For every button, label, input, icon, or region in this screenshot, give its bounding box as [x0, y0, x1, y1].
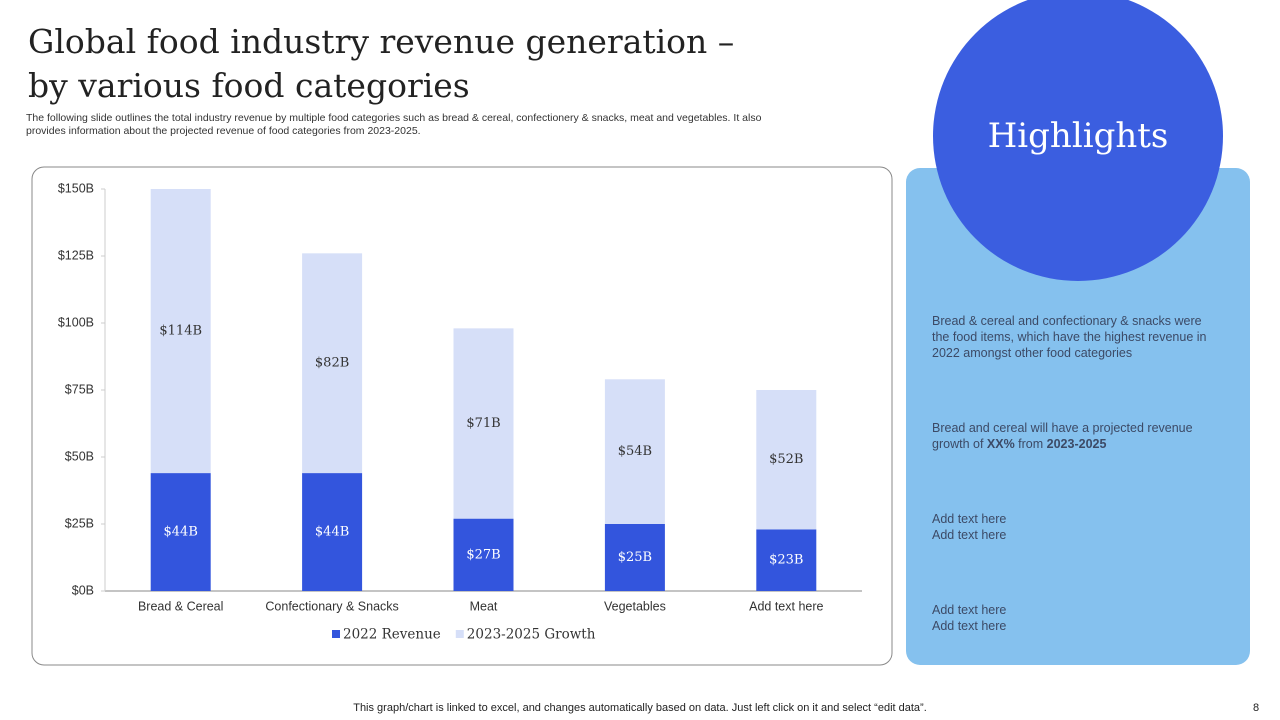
- value-label: $82B: [315, 356, 349, 371]
- highlight-text: Bread & cereal and confectionary & snack…: [932, 314, 1207, 360]
- highlights-title: Highlights: [988, 116, 1169, 156]
- x-tick-label: Vegetables: [604, 599, 666, 613]
- legend-label: 2022 Revenue: [343, 627, 441, 643]
- bar-segment: [150, 473, 211, 591]
- bar-segment: [302, 473, 363, 591]
- y-tick-label: $125B: [58, 248, 94, 262]
- bar-segment: [604, 379, 665, 524]
- bar-segment: [302, 253, 363, 474]
- highlights-circle: [933, 0, 1223, 281]
- value-label: $114B: [159, 324, 202, 339]
- legend-label: 2023-2025 Growth: [467, 627, 596, 643]
- x-tick-label: Add text here: [749, 599, 823, 613]
- highlight-text: Add text here: [932, 512, 1007, 526]
- bar-segment: [453, 518, 514, 591]
- bar-segment: [453, 328, 514, 519]
- bars: [150, 189, 817, 591]
- value-label: $52B: [769, 452, 803, 467]
- highlight-text: Add text here: [932, 528, 1007, 542]
- x-tick-label: Confectionary & Snacks: [265, 599, 398, 613]
- subtitle: The following slide outlines the total i…: [26, 112, 762, 137]
- x-tick-label: Bread & Cereal: [138, 599, 223, 613]
- value-label: $27B: [466, 547, 500, 562]
- title: Global food industry revenue generation …: [28, 20, 734, 108]
- bar-segment: [756, 529, 817, 591]
- value-label: $54B: [618, 444, 652, 459]
- highlight-emphasis: 2023-2025: [1046, 437, 1107, 451]
- highlight-point: Bread & cereal and confectionary & snack…: [932, 313, 1222, 361]
- title-line: by various food categories: [28, 66, 470, 105]
- highlight-emphasis: XX%: [986, 437, 1015, 451]
- bar-segment: [604, 524, 665, 591]
- value-label: $23B: [769, 553, 803, 568]
- footer-note: This graph/chart is linked to excel, and…: [353, 702, 927, 714]
- highlight-point: Add text here Add text here: [932, 511, 1222, 543]
- highlight-text: Add text here: [932, 603, 1007, 617]
- highlight-text: Bread and cereal will have a projected r…: [932, 421, 1193, 451]
- y-tick-label: $50B: [65, 449, 94, 463]
- title-line: Global food industry revenue generation …: [28, 22, 735, 61]
- value-label: $71B: [466, 416, 500, 431]
- highlight-text: from: [1014, 437, 1047, 451]
- page-number: 8: [1253, 702, 1260, 714]
- bar-segment: [756, 390, 817, 530]
- highlight-text: Add text here: [932, 619, 1007, 633]
- y-tick-label: $75B: [65, 382, 94, 396]
- highlight-point: Add text here Add text here: [932, 602, 1222, 634]
- value-label: $44B: [164, 525, 198, 540]
- y-tick-label: $25B: [65, 516, 94, 530]
- legend-swatch: [455, 630, 464, 638]
- highlights-panel: [906, 168, 1250, 665]
- legend-swatch: [332, 630, 340, 638]
- highlight-point: Bread and cereal will have a projected r…: [932, 420, 1222, 452]
- x-tick-label: Meat: [470, 599, 498, 613]
- value-label: $25B: [618, 550, 652, 565]
- y-tick-label: $150B: [58, 181, 94, 195]
- y-tick-label: $100B: [58, 315, 94, 329]
- value-label: $44B: [315, 525, 349, 540]
- bar-segment: [150, 189, 211, 474]
- y-tick-label: $0B: [72, 583, 94, 597]
